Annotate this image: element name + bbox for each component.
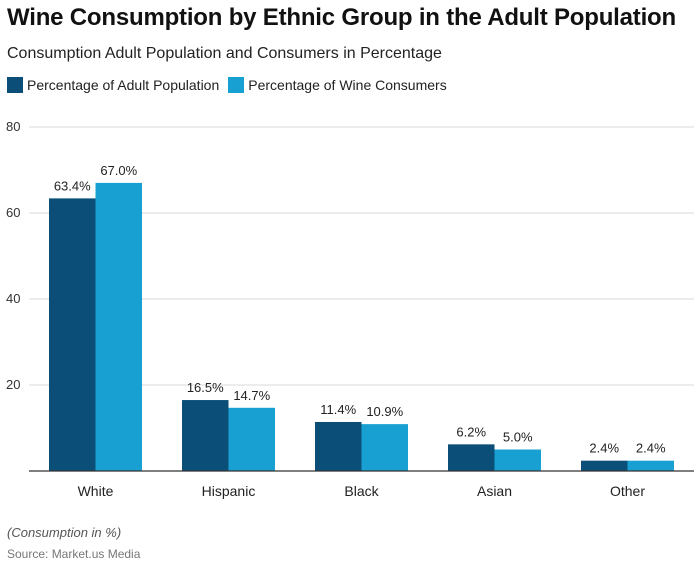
- chart-note: (Consumption in %): [7, 525, 122, 540]
- data-label: 67.0%: [100, 163, 137, 178]
- bar: [228, 407, 275, 471]
- chart-subtitle: Consumption Adult Population and Consume…: [7, 45, 442, 62]
- bar: [49, 198, 96, 471]
- bar: [95, 182, 142, 471]
- data-label: 2.4%: [589, 441, 619, 456]
- y-tick-label: 40: [6, 291, 20, 306]
- bar: [361, 424, 408, 471]
- legend-item-adult-population: Percentage of Adult Population: [7, 77, 219, 93]
- data-label: 5.0%: [503, 430, 533, 445]
- data-label: 2.4%: [636, 441, 666, 456]
- y-tick-label: 80: [6, 119, 20, 134]
- bar: [182, 400, 229, 471]
- y-tick-label: 60: [6, 205, 20, 220]
- x-tick-label: White: [78, 483, 114, 499]
- data-label: 10.9%: [366, 404, 403, 419]
- chart-legend: Percentage of Adult Population Percentag…: [7, 77, 456, 93]
- bar: [627, 460, 674, 471]
- bar: [448, 444, 495, 471]
- chart-source: Source: Market.us Media: [7, 547, 141, 561]
- data-label: 63.4%: [54, 178, 91, 193]
- x-tick-label: Other: [610, 483, 645, 499]
- legend-swatch-wine-consumers: [228, 77, 245, 93]
- bar: [494, 449, 541, 471]
- data-label: 6.2%: [456, 424, 486, 439]
- x-tick-label: Asian: [477, 483, 512, 499]
- chart-title: Wine Consumption by Ethnic Group in the …: [7, 4, 676, 31]
- legend-label-adult-population: Percentage of Adult Population: [27, 77, 220, 93]
- legend-label-wine-consumers: Percentage of Wine Consumers: [248, 77, 447, 93]
- bar: [581, 460, 628, 471]
- data-label: 14.7%: [233, 388, 270, 403]
- y-tick-label: 20: [6, 377, 20, 392]
- data-label: 16.5%: [187, 380, 224, 395]
- legend-swatch-adult-population: [7, 77, 23, 93]
- x-tick-label: Hispanic: [202, 483, 256, 499]
- bar-chart: 20 40 60 80 63.4% 67.0% White 16.5% 14.7% Hispani…: [6, 119, 694, 499]
- x-tick-label: Black: [344, 483, 379, 499]
- bar: [315, 421, 362, 471]
- legend-item-wine-consumers: Percentage of Wine Consumers: [228, 77, 447, 93]
- data-label: 11.4%: [320, 402, 356, 417]
